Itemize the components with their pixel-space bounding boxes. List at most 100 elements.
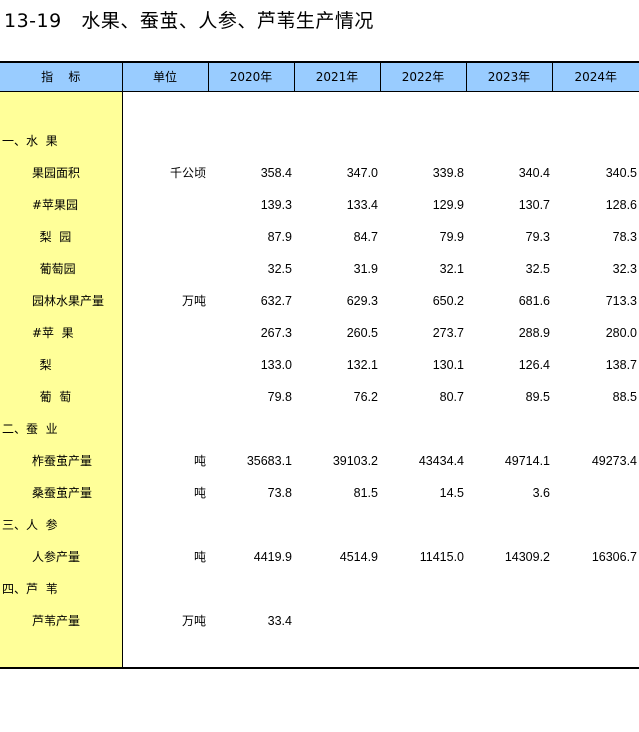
cell-value — [466, 125, 552, 157]
cell-value: 347.0 — [346, 165, 378, 180]
table-row: 二、蚕 业 — [0, 412, 639, 445]
row-label: 果园面积 — [0, 156, 123, 189]
cell-value: 139.3 — [260, 197, 292, 212]
cell-value: 340.5 — [605, 165, 637, 180]
row-label: #苹 果 — [0, 316, 123, 349]
cell-value — [552, 413, 639, 445]
table-row: 梨 园 87.9 84.7 79.9 79.3 78.3 — [0, 220, 639, 253]
row-label: 葡萄园 — [0, 252, 123, 285]
row-label: 一、水 果 — [0, 124, 123, 157]
cell-value — [380, 509, 466, 541]
cell-value — [294, 605, 380, 637]
cell-value: 629.3 — [346, 293, 378, 308]
cell-value — [552, 509, 639, 541]
cell-value — [466, 605, 552, 637]
page-title: 13-19 水果、蚕茧、人参、芦苇生产情况 — [4, 10, 374, 32]
cell-value: 16306.7 — [591, 549, 637, 564]
row-unit — [122, 349, 208, 381]
cell-value: 3.6 — [532, 485, 550, 500]
cell-value: 288.9 — [518, 325, 550, 340]
cell-value: 358.4 — [260, 165, 292, 180]
table-row: 人参产量 吨 4419.9 4514.9 11415.0 14309.2 16306.7 — [0, 540, 639, 573]
cell-value: 73.8 — [267, 485, 292, 500]
cell-value — [208, 413, 294, 445]
row-label: 梨 园 — [0, 220, 123, 253]
header-unit: 单位 — [121, 61, 208, 92]
table-row: 四、芦 苇 — [0, 572, 639, 605]
cell-value: 126.4 — [518, 357, 550, 372]
cell-value: 32.5 — [267, 261, 292, 276]
cell-value: 79.8 — [267, 389, 292, 404]
cell-value — [294, 509, 380, 541]
cell-value: 78.3 — [612, 229, 637, 244]
cell-value — [552, 125, 639, 157]
cell-value — [552, 477, 639, 509]
row-unit — [122, 317, 208, 349]
cell-value — [466, 573, 552, 605]
cell-value: 87.9 — [267, 229, 292, 244]
cell-value: 14.5 — [439, 485, 464, 500]
cell-value: 713.3 — [605, 293, 637, 308]
header-2020: 2020年 — [207, 61, 294, 92]
cell-value: 76.2 — [353, 389, 378, 404]
cell-value: 133.0 — [260, 357, 292, 372]
cell-value — [208, 573, 294, 605]
cell-value: 128.6 — [605, 197, 637, 212]
spacer-row — [0, 91, 639, 125]
header-indicator: 指 标 — [0, 61, 122, 92]
cell-value: 339.8 — [432, 165, 464, 180]
table-row: 桑蚕茧产量 吨 73.8 81.5 14.5 3.6 — [0, 476, 639, 509]
cell-value — [380, 605, 466, 637]
data-table: 指 标 单位 2020年 2021年 2022年 2023年 2024年 一、水… — [0, 61, 639, 669]
row-label: 桑蚕茧产量 — [0, 476, 123, 509]
cell-value: 4514.9 — [339, 549, 378, 564]
cell-value: 32.5 — [525, 261, 550, 276]
row-unit: 吨 — [193, 454, 206, 468]
cell-value: 79.9 — [439, 229, 464, 244]
row-label: #苹果园 — [0, 188, 123, 221]
cell-value: 14309.2 — [504, 549, 550, 564]
cell-value: 81.5 — [353, 485, 378, 500]
cell-value: 11415.0 — [419, 549, 464, 564]
row-label: 人参产量 — [0, 540, 123, 573]
cell-value — [380, 125, 466, 157]
cell-value: 84.7 — [353, 229, 378, 244]
cell-value: 32.1 — [439, 261, 464, 276]
row-unit — [122, 221, 208, 253]
cell-value — [552, 605, 639, 637]
row-unit — [122, 509, 208, 541]
cell-value: 88.5 — [612, 389, 637, 404]
row-label: 柞蚕茧产量 — [0, 444, 123, 477]
cell-value — [208, 125, 294, 157]
cell-value: 49714.1 — [504, 453, 550, 468]
cell-value: 129.9 — [432, 197, 464, 212]
table-row: 一、水 果 — [0, 124, 639, 157]
cell-value — [294, 573, 380, 605]
row-label: 芦苇产量 — [0, 604, 123, 637]
row-unit: 千公顷 — [169, 166, 206, 180]
cell-value: 39103.2 — [332, 453, 378, 468]
row-label: 三、人 参 — [0, 508, 123, 541]
cell-value: 43434.4 — [418, 453, 464, 468]
header-2021: 2021年 — [293, 61, 380, 92]
header-2023: 2023年 — [465, 61, 552, 92]
cell-value: 138.7 — [605, 357, 637, 372]
row-unit — [122, 381, 208, 413]
cell-value: 650.2 — [432, 293, 464, 308]
row-unit: 吨 — [193, 550, 206, 564]
table-row: 园林水果产量 万吨 632.7 629.3 650.2 681.6 713.3 — [0, 284, 639, 317]
row-unit: 吨 — [193, 486, 206, 500]
table-row: 果园面积 千公顷 358.4 347.0 339.8 340.4 340.5 — [0, 156, 639, 189]
table-row: 柞蚕茧产量 吨 35683.1 39103.2 43434.4 49714.1 49273.… — [0, 444, 639, 477]
row-unit: 万吨 — [181, 614, 206, 628]
cell-value — [466, 413, 552, 445]
table-row: 梨 133.0 132.1 130.1 126.4 138.7 — [0, 348, 639, 381]
cell-value: 89.5 — [525, 389, 550, 404]
table-row: 葡萄园 32.5 31.9 32.1 32.5 32.3 — [0, 252, 639, 285]
table-row: 葡 萄 79.8 76.2 80.7 89.5 88.5 — [0, 380, 639, 413]
cell-value: 273.7 — [432, 325, 464, 340]
row-unit — [122, 413, 208, 445]
cell-value: 79.3 — [525, 229, 550, 244]
cell-value: 267.3 — [260, 325, 292, 340]
table-row: #苹果园 139.3 133.4 129.9 130.7 128.6 — [0, 188, 639, 221]
